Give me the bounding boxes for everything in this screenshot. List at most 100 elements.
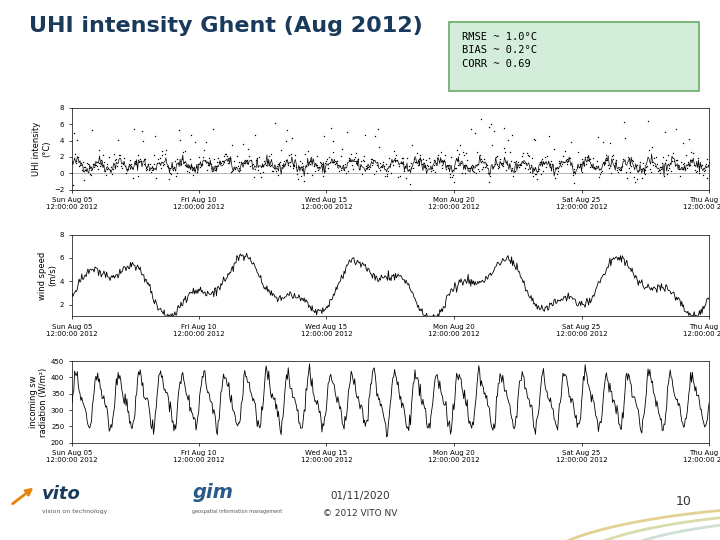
Point xyxy=(443,161,454,170)
Point xyxy=(204,153,215,162)
Point xyxy=(593,172,605,181)
Point xyxy=(677,139,688,147)
Point xyxy=(392,172,404,181)
Point xyxy=(233,164,244,172)
Point xyxy=(338,161,349,170)
Point xyxy=(89,161,101,170)
Point xyxy=(386,157,397,165)
Point xyxy=(298,177,310,185)
Point xyxy=(341,128,353,137)
Point xyxy=(592,161,603,170)
Point xyxy=(703,160,714,169)
Point xyxy=(467,166,478,175)
Point xyxy=(96,156,107,165)
Point xyxy=(309,167,320,176)
Point xyxy=(649,162,661,171)
Point xyxy=(580,159,592,168)
Point xyxy=(380,160,392,168)
Point xyxy=(431,159,442,167)
Point xyxy=(178,158,189,167)
Point xyxy=(114,151,125,159)
Point xyxy=(569,165,580,173)
Point xyxy=(171,168,183,177)
Point xyxy=(464,164,476,172)
Point xyxy=(374,159,385,167)
Point xyxy=(684,161,696,170)
Point xyxy=(189,165,200,174)
Point xyxy=(488,126,500,135)
Point xyxy=(358,156,369,165)
Point xyxy=(323,164,334,172)
Point xyxy=(687,156,698,164)
Text: vision on technology: vision on technology xyxy=(42,509,107,515)
Point xyxy=(70,157,81,166)
Point xyxy=(224,154,235,163)
Text: 10: 10 xyxy=(675,495,691,508)
Point xyxy=(661,170,672,179)
Point xyxy=(480,163,491,171)
Point xyxy=(543,132,554,140)
Point xyxy=(255,172,266,181)
Point xyxy=(576,168,588,177)
Point xyxy=(342,166,354,175)
Point xyxy=(140,164,151,172)
Point xyxy=(499,143,510,152)
Point xyxy=(596,166,608,175)
Point xyxy=(150,131,161,140)
Point xyxy=(413,154,424,163)
Point xyxy=(169,157,181,165)
Point xyxy=(534,158,546,167)
Point xyxy=(220,149,232,158)
Point xyxy=(634,157,646,166)
Point xyxy=(131,161,143,170)
Point xyxy=(194,159,206,168)
FancyBboxPatch shape xyxy=(449,22,699,91)
Point xyxy=(372,124,384,133)
Point xyxy=(509,167,521,176)
Point xyxy=(693,169,705,178)
Point xyxy=(639,170,650,179)
Point xyxy=(225,168,236,177)
Point xyxy=(606,151,618,160)
Point xyxy=(623,164,634,172)
Point xyxy=(666,157,678,165)
Point xyxy=(377,163,388,171)
Point xyxy=(670,125,681,133)
Point xyxy=(328,158,340,167)
Point xyxy=(333,167,344,176)
Point xyxy=(161,162,173,171)
Point xyxy=(565,138,577,146)
Point xyxy=(412,160,423,169)
Point xyxy=(624,167,636,176)
Point xyxy=(236,159,248,167)
Point xyxy=(348,155,359,164)
Point xyxy=(232,161,243,170)
Point xyxy=(415,155,427,164)
Point xyxy=(402,165,414,174)
Point xyxy=(436,164,447,173)
Point xyxy=(669,161,680,170)
Point xyxy=(395,159,407,168)
Point xyxy=(516,152,528,161)
Point xyxy=(657,159,668,168)
Point xyxy=(400,162,411,171)
Point xyxy=(690,167,702,176)
Point xyxy=(528,135,539,144)
Point xyxy=(248,172,259,181)
Point xyxy=(239,156,251,164)
Point xyxy=(587,163,598,172)
Point xyxy=(74,160,86,169)
Point xyxy=(474,151,485,159)
Point xyxy=(212,158,223,167)
Point xyxy=(595,170,606,179)
Point xyxy=(454,150,465,158)
Point xyxy=(75,159,86,168)
Point xyxy=(552,166,564,175)
Point xyxy=(570,191,581,200)
Point xyxy=(469,167,480,176)
Point xyxy=(572,147,584,156)
Point xyxy=(235,165,246,174)
Point xyxy=(258,168,269,177)
Point xyxy=(336,144,348,153)
Point xyxy=(388,146,400,155)
